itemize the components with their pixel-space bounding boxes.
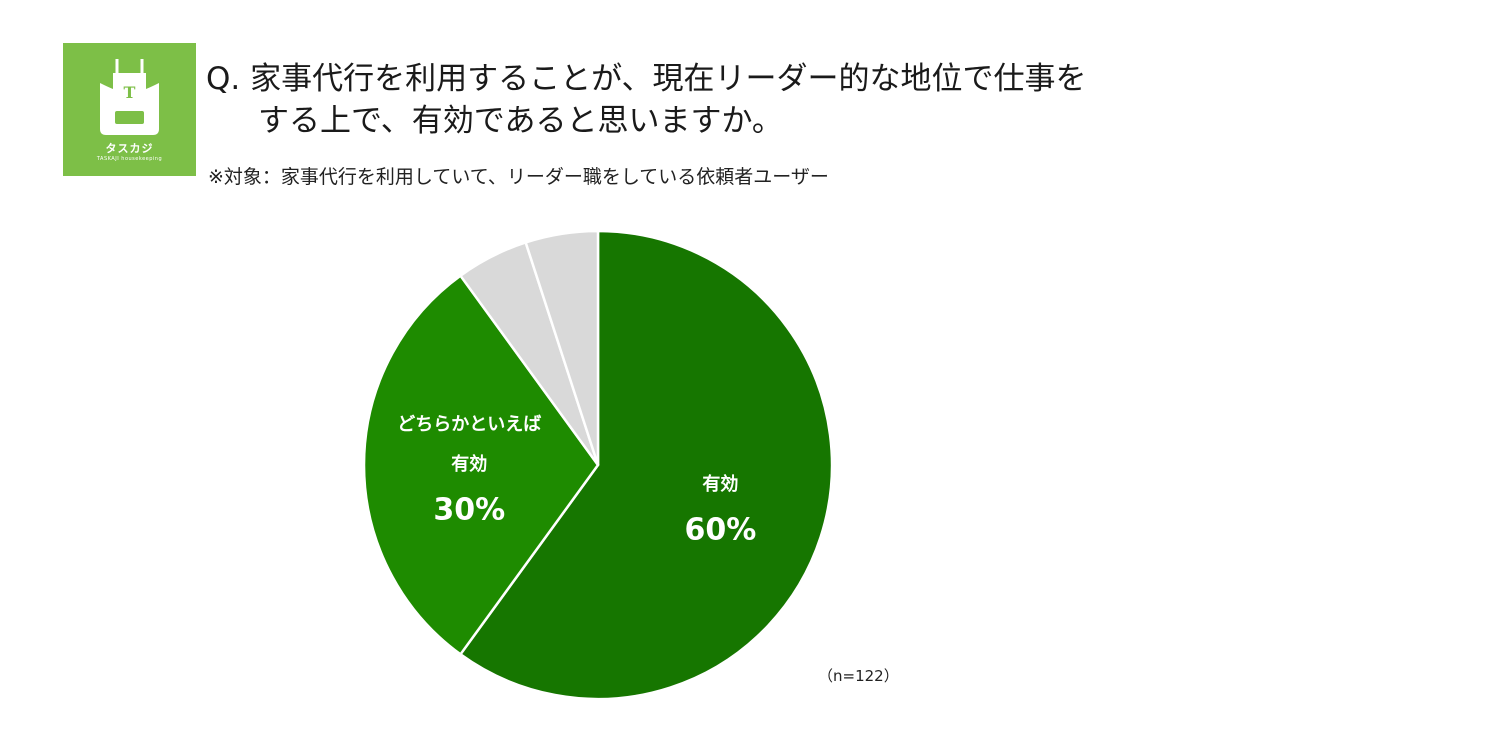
logo-sub: TASKAJI housekeeping — [96, 156, 163, 162]
taskaji-logo: T タスカジ TASKAJI housekeeping — [63, 43, 196, 176]
question-title: Q. 家事代行を利用することが、現在リーダー的な地位で仕事を する上で、有効であ… — [206, 58, 1286, 142]
logo-brand: タスカジ — [105, 142, 154, 155]
question-line-1: Q. 家事代行を利用することが、現在リーダー的な地位で仕事を — [206, 61, 1087, 97]
question-line-2: する上で、有効であると思いますか。 — [258, 103, 783, 139]
slice-value-label-0: 60% — [684, 512, 756, 547]
logo-letter: T — [123, 83, 136, 102]
target-note: ※対象：家事代行を利用していて、リーダー職をしている依頼者ユーザー — [208, 166, 829, 188]
pie-slice-1 — [362, 273, 600, 657]
slice-value-label-1: 30% — [433, 493, 505, 528]
slice-category-label-0: 有効 — [702, 473, 738, 495]
pie-slice-0 — [458, 229, 834, 701]
pie-slice-3 — [524, 229, 600, 466]
apron-icon — [100, 59, 159, 135]
slice-category-label-1: どちらかといえば — [397, 414, 541, 435]
sample-size-note: （n=122） — [818, 667, 899, 685]
slice-category-label-1: 有効 — [451, 453, 487, 475]
